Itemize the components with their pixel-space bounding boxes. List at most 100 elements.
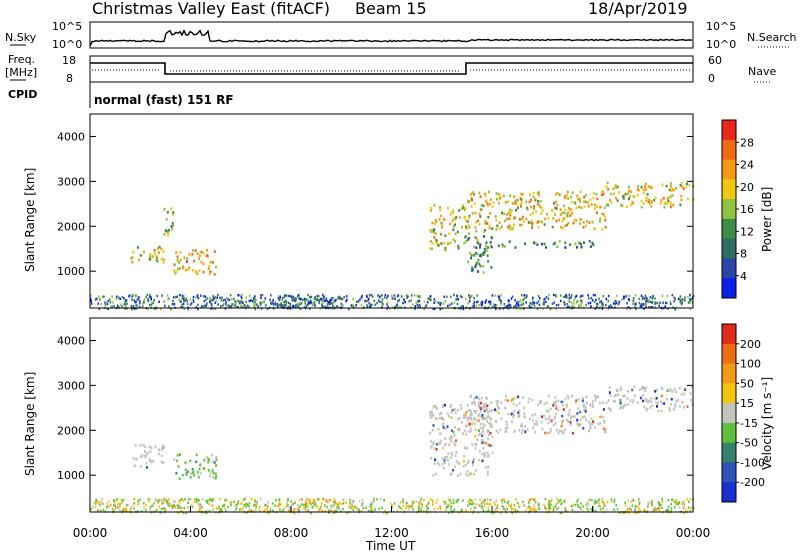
heatmap-cell	[688, 183, 691, 187]
heatmap-cell	[625, 294, 628, 298]
heatmap-cell	[557, 303, 560, 307]
heatmap-cell	[298, 505, 300, 508]
heatmap-cell	[514, 299, 516, 302]
heatmap-cell	[556, 498, 559, 501]
heatmap-cell	[333, 300, 336, 303]
heatmap-cell	[215, 458, 218, 462]
heatmap-cell	[632, 201, 635, 205]
heatmap-cell	[598, 401, 601, 405]
heatmap-cell	[464, 206, 467, 210]
heatmap-cell	[439, 307, 442, 311]
heatmap-cell	[615, 186, 618, 190]
heatmap-cell	[480, 401, 483, 405]
heatmap-cell	[676, 500, 678, 503]
heatmap-cell	[588, 297, 590, 300]
heatmap-cell	[602, 302, 605, 306]
heatmap-cell	[552, 506, 555, 509]
heatmap-cell	[402, 302, 404, 305]
heatmap-cell	[359, 500, 361, 503]
heatmap-cell	[478, 223, 481, 226]
heatmap-cell	[95, 498, 98, 501]
heatmap-cell	[314, 300, 316, 304]
heatmap-cell	[316, 504, 318, 507]
heatmap-cell	[652, 294, 654, 298]
heatmap-cell	[497, 244, 500, 247]
heatmap-cell	[555, 502, 558, 506]
heatmap-cell	[450, 451, 453, 454]
heatmap-cell	[530, 198, 533, 202]
heatmap-cell	[674, 308, 676, 311]
heatmap-cell	[213, 273, 216, 276]
heatmap-cell	[543, 402, 546, 406]
heatmap-cell	[482, 509, 485, 512]
heatmap-cell	[497, 400, 500, 403]
heatmap-cell	[475, 220, 478, 224]
heatmap-cell	[374, 508, 376, 512]
heatmap-cell	[483, 409, 486, 413]
heatmap-cell	[680, 298, 683, 301]
heatmap-cell	[542, 298, 545, 301]
heatmap-cell	[480, 254, 483, 258]
heatmap-cell	[668, 188, 671, 192]
heatmap-cell	[309, 299, 312, 302]
heatmap-cell	[589, 301, 592, 305]
heatmap-cell	[462, 459, 465, 463]
heatmap-cell	[190, 302, 193, 305]
heatmap-cell	[667, 508, 670, 511]
heatmap-cell	[491, 236, 493, 240]
heatmap-cell	[574, 242, 577, 246]
heatmap-cell	[495, 192, 498, 195]
heatmap-cell	[602, 401, 605, 404]
heatmap-cell	[134, 444, 137, 447]
heatmap-cell	[188, 266, 191, 270]
heatmap-cell	[644, 187, 647, 191]
heatmap-cell	[486, 473, 489, 476]
heatmap-cell	[195, 500, 198, 503]
heatmap-cell	[599, 421, 602, 425]
heatmap-cell	[208, 502, 210, 506]
heatmap-cell	[136, 246, 139, 249]
heatmap-cell	[447, 304, 449, 308]
heatmap-cell	[184, 299, 186, 302]
colorbar-swatch	[722, 120, 736, 141]
heatmap-cell	[158, 245, 161, 249]
heatmap-cell	[369, 505, 372, 508]
heatmap-cell	[467, 224, 470, 227]
heatmap-cell	[552, 509, 554, 513]
heatmap-cell	[133, 498, 136, 501]
heatmap-cell	[674, 506, 676, 509]
heatmap-cell	[593, 426, 596, 429]
heatmap-cell	[160, 308, 162, 311]
heatmap-cell	[430, 446, 433, 449]
heatmap-cell	[628, 294, 631, 298]
heatmap-cell	[274, 303, 276, 306]
heatmap-cell	[581, 415, 584, 419]
heatmap-cell	[138, 296, 140, 299]
heatmap-cell	[352, 297, 354, 301]
heatmap-cell	[198, 467, 201, 471]
heatmap-cell	[245, 305, 247, 308]
heatmap-cell	[689, 298, 691, 301]
heatmap-cell	[563, 204, 566, 208]
heatmap-cell	[548, 294, 550, 297]
heatmap-cell	[641, 387, 643, 390]
heatmap-cell	[472, 303, 475, 306]
heatmap-cell	[520, 422, 523, 426]
heatmap-cell	[450, 508, 452, 511]
heatmap-cell	[150, 446, 153, 450]
heatmap-cell	[585, 303, 587, 307]
colorbar-swatch	[722, 179, 736, 200]
heatmap-cell	[381, 506, 383, 509]
heatmap-cell	[429, 413, 432, 417]
heatmap-cell	[597, 505, 599, 508]
heatmap-cell	[137, 499, 139, 502]
heatmap-cell	[111, 305, 113, 308]
heatmap-cell	[543, 297, 546, 301]
heatmap-cell	[477, 404, 480, 408]
heatmap-cell	[179, 453, 181, 456]
heatmap-cell	[511, 295, 514, 298]
heatmap-cell	[487, 411, 490, 414]
heatmap-cell	[628, 197, 630, 201]
heatmap-cell	[604, 430, 607, 433]
